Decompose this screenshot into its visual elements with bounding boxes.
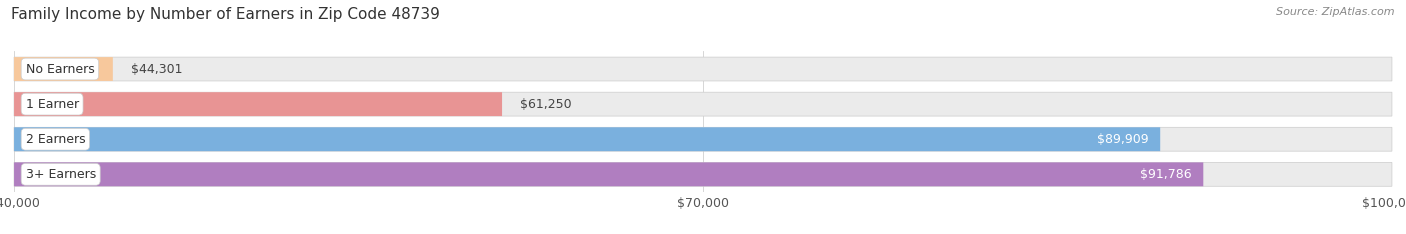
Text: Family Income by Number of Earners in Zip Code 48739: Family Income by Number of Earners in Zi… (11, 7, 440, 22)
Text: $91,786: $91,786 (1140, 168, 1192, 181)
FancyBboxPatch shape (14, 127, 1392, 151)
FancyBboxPatch shape (14, 162, 1392, 186)
FancyBboxPatch shape (14, 92, 502, 116)
Text: Source: ZipAtlas.com: Source: ZipAtlas.com (1277, 7, 1395, 17)
Text: $89,909: $89,909 (1097, 133, 1149, 146)
Text: 3+ Earners: 3+ Earners (25, 168, 96, 181)
FancyBboxPatch shape (14, 92, 1392, 116)
FancyBboxPatch shape (14, 57, 1392, 81)
FancyBboxPatch shape (14, 57, 112, 81)
Text: $61,250: $61,250 (520, 98, 572, 111)
Text: No Earners: No Earners (25, 62, 94, 76)
Text: 2 Earners: 2 Earners (25, 133, 86, 146)
Text: 1 Earner: 1 Earner (25, 98, 79, 111)
Text: $44,301: $44,301 (131, 62, 183, 76)
FancyBboxPatch shape (14, 162, 1204, 186)
FancyBboxPatch shape (14, 127, 1160, 151)
